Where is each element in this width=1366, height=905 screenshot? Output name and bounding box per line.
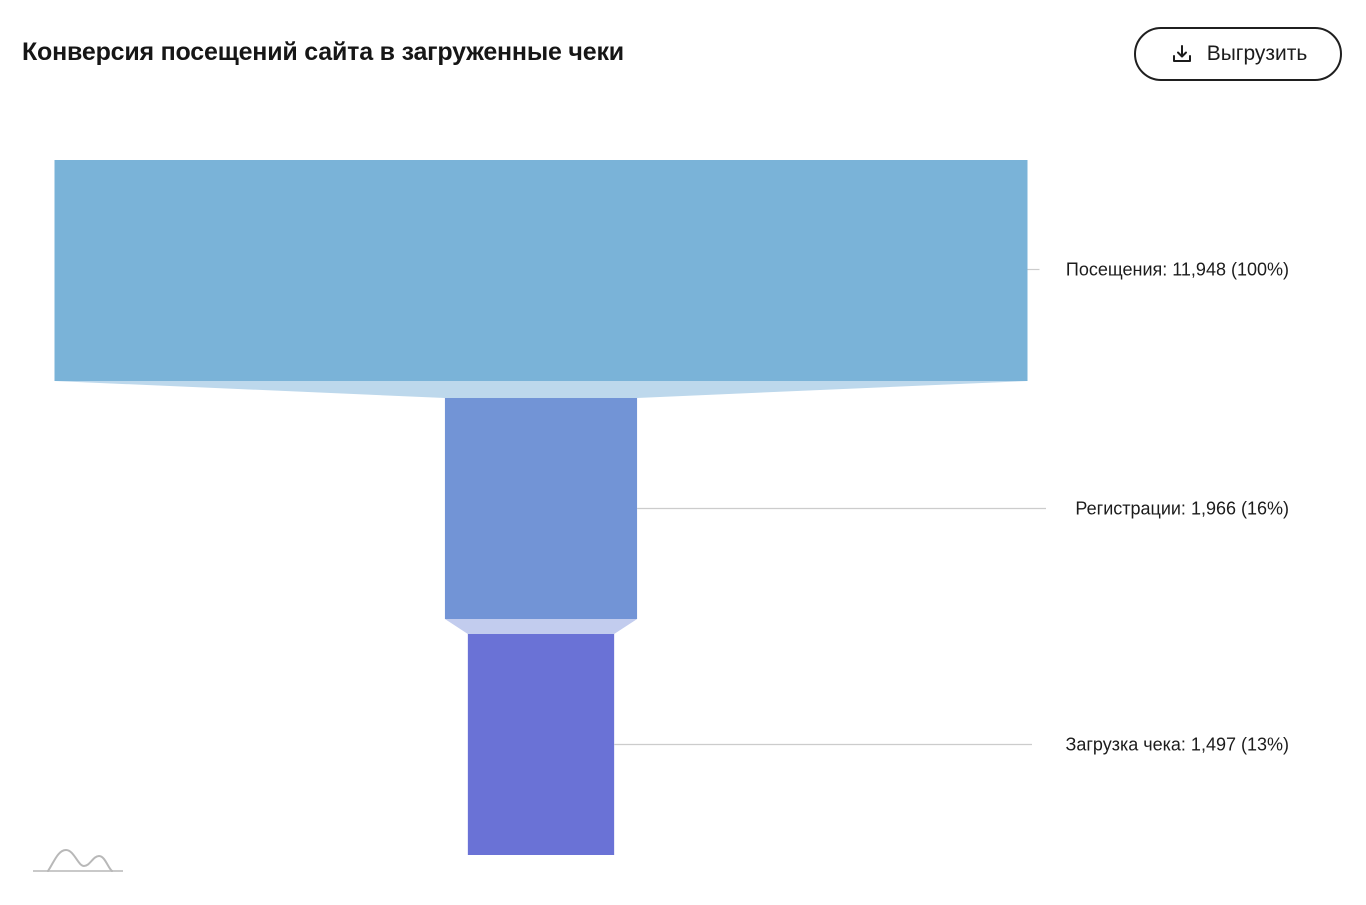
- funnel-label-1: Посещения: 11,948 (100%): [1066, 260, 1289, 280]
- funnel-bars: [54, 160, 1028, 855]
- export-button-label: Выгрузить: [1206, 42, 1308, 65]
- funnel-stage-3[interactable]: [467, 634, 615, 855]
- funnel-labels: Посещения: 11,948 (100%) Регистрации: 1,9…: [614, 260, 1289, 755]
- chart-logo-icon: [33, 848, 123, 872]
- download-icon: [1171, 43, 1193, 65]
- funnel-stage-2[interactable]: [444, 398, 638, 619]
- funnel-connector-1: [54, 381, 1028, 398]
- page-title: Конверсия посещений сайта в загруженные …: [22, 38, 624, 66]
- funnel-label-3: Загрузка чека: 1,497 (13%): [1065, 735, 1289, 755]
- funnel-connectors: [54, 381, 1028, 634]
- export-button[interactable]: Выгрузить: [1134, 27, 1342, 81]
- funnel-label-2: Регистрации: 1,966 (16%): [1075, 499, 1289, 519]
- funnel-stage-1[interactable]: [54, 160, 1028, 381]
- funnel-connector-2: [444, 619, 638, 634]
